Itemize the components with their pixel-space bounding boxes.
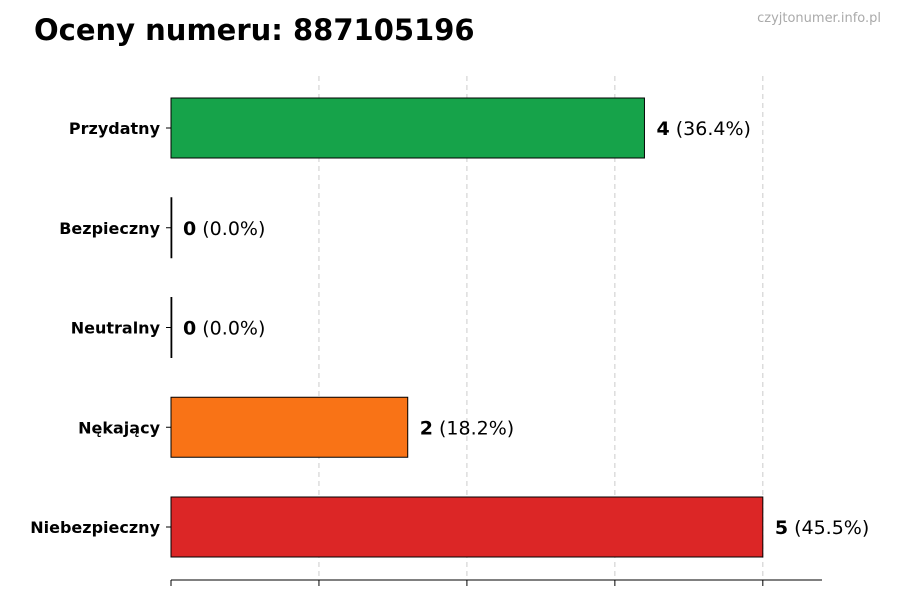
value-count: 4 (656, 118, 669, 140)
bar (170, 396, 409, 458)
value-count: 5 (775, 517, 788, 539)
category-label: Niebezpieczny (30, 518, 160, 537)
value-percent: (0.0%) (196, 318, 265, 340)
value-label: 0 (0.0%) (183, 318, 265, 340)
value-count: 0 (183, 218, 196, 240)
value-label: 5 (45.5%) (775, 517, 869, 539)
grid-lines (318, 76, 764, 580)
watermark: czyjtonumer.info.pl (757, 11, 881, 26)
value-percent: (0.0%) (196, 218, 265, 240)
bar (170, 297, 173, 358)
chart-title: Oceny numeru: 887105196 (34, 13, 475, 47)
value-label: 2 (18.2%) (420, 417, 514, 439)
category-label: Neutralny (71, 319, 161, 338)
value-count: 0 (183, 318, 196, 340)
value-percent: (36.4%) (670, 118, 751, 140)
bars (170, 97, 764, 558)
bar (170, 197, 173, 259)
category-label: Nękający (78, 418, 160, 437)
category-label: Bezpieczny (59, 219, 160, 238)
axes (166, 127, 822, 586)
value-percent: (18.2%) (433, 417, 514, 439)
labels: Przydatny 4 (36.4%) Bezpieczny 0 (0.0%) Neut… (30, 118, 869, 539)
value-percent: (45.5%) (788, 517, 869, 539)
bar (170, 496, 764, 558)
bar (170, 97, 645, 159)
value-label: 4 (36.4%) (656, 118, 750, 140)
value-label: 0 (0.0%) (183, 218, 265, 240)
value-count: 2 (420, 417, 433, 439)
category-label: Przydatny (69, 119, 161, 138)
